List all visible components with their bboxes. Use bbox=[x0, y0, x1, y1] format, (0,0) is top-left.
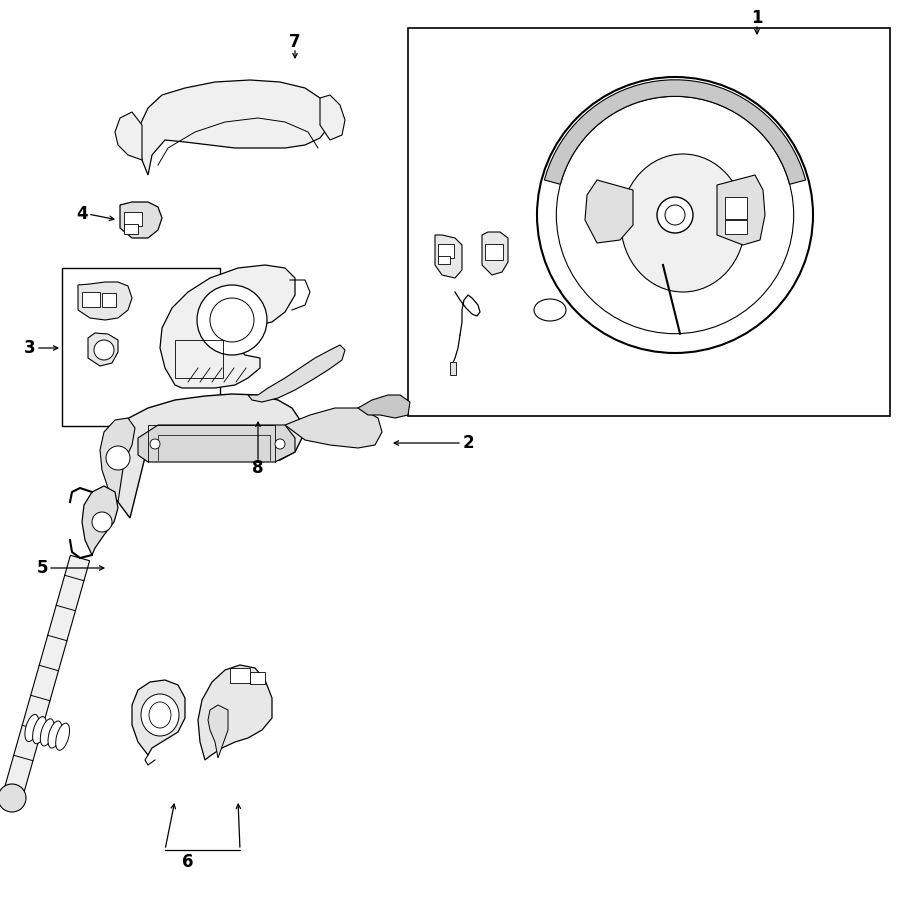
Ellipse shape bbox=[621, 154, 745, 292]
Bar bbox=[124, 212, 142, 226]
Circle shape bbox=[665, 205, 685, 225]
Polygon shape bbox=[160, 265, 295, 388]
Polygon shape bbox=[285, 408, 382, 448]
Bar bbox=[102, 293, 116, 307]
Bar bbox=[725, 220, 747, 234]
Ellipse shape bbox=[556, 96, 794, 334]
Polygon shape bbox=[208, 705, 228, 758]
Polygon shape bbox=[100, 418, 135, 502]
Polygon shape bbox=[198, 665, 272, 760]
Ellipse shape bbox=[25, 715, 39, 742]
Circle shape bbox=[94, 340, 114, 360]
Polygon shape bbox=[138, 425, 295, 462]
Polygon shape bbox=[482, 232, 508, 275]
Polygon shape bbox=[320, 95, 345, 140]
Polygon shape bbox=[88, 333, 118, 366]
Ellipse shape bbox=[537, 77, 813, 353]
Text: 6: 6 bbox=[182, 853, 194, 871]
Bar bbox=[438, 256, 450, 264]
Bar bbox=[230, 668, 250, 683]
Bar bbox=[408, 28, 890, 416]
Bar bbox=[175, 340, 223, 378]
Circle shape bbox=[0, 784, 26, 812]
Polygon shape bbox=[115, 112, 142, 160]
Ellipse shape bbox=[32, 716, 47, 743]
Polygon shape bbox=[544, 80, 806, 184]
Text: 5: 5 bbox=[36, 559, 48, 577]
Circle shape bbox=[210, 298, 254, 342]
Ellipse shape bbox=[149, 702, 171, 728]
Polygon shape bbox=[120, 202, 162, 238]
Polygon shape bbox=[358, 395, 410, 418]
Polygon shape bbox=[132, 680, 185, 755]
Polygon shape bbox=[585, 180, 633, 243]
Bar bbox=[438, 244, 454, 258]
Polygon shape bbox=[717, 175, 765, 245]
Bar bbox=[725, 197, 747, 219]
Circle shape bbox=[150, 439, 160, 449]
Ellipse shape bbox=[48, 721, 62, 748]
Text: 7: 7 bbox=[289, 33, 300, 51]
Circle shape bbox=[275, 439, 285, 449]
Ellipse shape bbox=[534, 299, 566, 321]
Bar bbox=[485, 244, 503, 260]
Bar bbox=[62, 268, 220, 426]
Bar bbox=[82, 292, 100, 307]
Polygon shape bbox=[78, 282, 132, 320]
Polygon shape bbox=[108, 394, 302, 518]
Polygon shape bbox=[248, 345, 345, 402]
Bar bbox=[250, 672, 265, 684]
Polygon shape bbox=[138, 80, 330, 175]
Text: 3: 3 bbox=[24, 339, 36, 357]
Circle shape bbox=[106, 446, 130, 470]
Polygon shape bbox=[435, 235, 462, 278]
Circle shape bbox=[657, 197, 693, 233]
Ellipse shape bbox=[56, 724, 70, 751]
Circle shape bbox=[92, 512, 112, 532]
Polygon shape bbox=[450, 362, 456, 375]
Ellipse shape bbox=[40, 719, 54, 746]
Text: 4: 4 bbox=[76, 205, 88, 223]
Text: 2: 2 bbox=[462, 434, 474, 452]
Ellipse shape bbox=[141, 694, 179, 736]
Circle shape bbox=[197, 285, 267, 355]
Polygon shape bbox=[3, 555, 90, 801]
Polygon shape bbox=[82, 486, 118, 555]
Text: 1: 1 bbox=[752, 9, 762, 27]
Text: 8: 8 bbox=[252, 459, 264, 477]
Bar bbox=[124, 224, 138, 234]
